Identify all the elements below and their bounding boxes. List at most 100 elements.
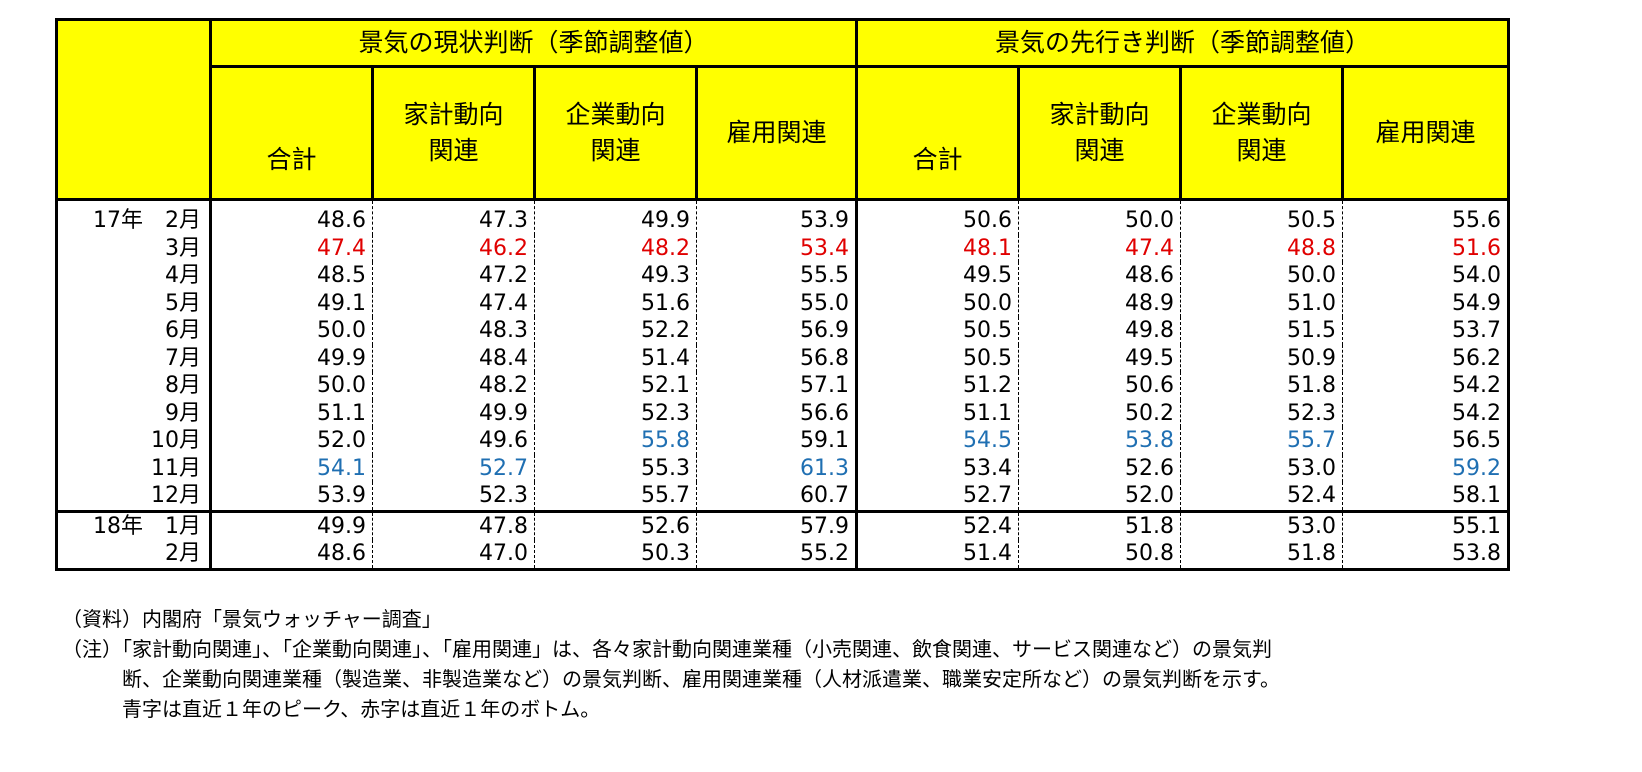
table-cell: 49.9 (534, 199, 697, 235)
table-cell: 55.8 (534, 427, 697, 455)
table-cell: 48.3 (372, 317, 535, 345)
table-cell: 53.9 (695, 199, 857, 235)
table-cell: 53.0 (1180, 509, 1343, 540)
table-cell: 48.4 (372, 344, 535, 372)
table-cell: 55.3 (534, 454, 697, 482)
table-row: 5月 49.1 47.4 51.6 55.0 50.0 48.9 51.0 54.9 (55, 289, 1511, 317)
table-cell: 53.7 (1342, 317, 1511, 345)
table-cell: 55.7 (534, 482, 697, 511)
table-cell: 49.9 (372, 399, 535, 427)
explanation-note-line3: 青字は直近１年のピーク、赤字は直近１年のボトム。 (122, 697, 601, 721)
table-cell: 50.0 (209, 372, 373, 400)
table-cell: 50.9 (1180, 344, 1343, 372)
table-cell: 52.6 (534, 509, 697, 540)
row-label: 9月 (55, 399, 211, 427)
notes: （資料）内閣府「景気ウォッチャー調査」 （注）「家計動向関連」、「企業動向関連」… (62, 604, 1522, 724)
table-cell: 55.7 (1180, 427, 1343, 455)
table-cell: 48.6 (1018, 262, 1181, 290)
table-cell: 56.5 (1342, 427, 1511, 455)
column-header-outlook-0: 合計 (855, 65, 1021, 201)
table-row: 4月 48.5 47.2 49.3 55.5 49.5 48.6 50.0 54.0 (55, 262, 1511, 290)
table-cell: 50.0 (209, 317, 373, 345)
table-cell: 47.4 (1018, 234, 1181, 262)
row-label: 4月 (55, 262, 211, 290)
table-row: 17年 2月 48.6 47.3 49.9 53.9 50.6 50.0 50.5 55.6 (55, 199, 1511, 235)
table-cell: 51.6 (1342, 234, 1511, 262)
table-cell: 51.1 (855, 399, 1019, 427)
table-cell: 51.4 (855, 540, 1019, 571)
table-cell: 54.2 (1342, 399, 1511, 427)
table-cell: 55.0 (695, 289, 857, 317)
table-cell: 55.5 (695, 262, 857, 290)
table-row: 12月 53.9 52.3 55.7 60.7 52.7 52.0 52.4 58.1 (55, 482, 1511, 511)
table-cell: 56.6 (695, 399, 857, 427)
table-cell: 51.1 (209, 399, 373, 427)
table-cell: 50.2 (1018, 399, 1181, 427)
table-cell: 50.8 (1018, 540, 1181, 571)
table-row: 9月 51.1 49.9 52.3 56.6 51.1 50.2 52.3 54.2 (55, 399, 1511, 427)
table-cell: 50.0 (1180, 262, 1343, 290)
column-header-current-0: 合計 (209, 65, 374, 201)
table-cell: 48.6 (209, 540, 373, 571)
column-header-current-1: 家計動向 関連 (371, 65, 536, 201)
table-cell: 59.2 (1342, 454, 1511, 482)
table-cell: 55.6 (1342, 199, 1511, 235)
table-cell: 56.9 (695, 317, 857, 345)
row-label: 2月 (55, 540, 211, 571)
row-label: 6月 (55, 317, 211, 345)
row-label: 11月 (55, 454, 211, 482)
row-label: 3月 (55, 234, 211, 262)
table-cell: 49.1 (209, 289, 373, 317)
table-cell: 48.5 (209, 262, 373, 290)
table-cell: 54.2 (1342, 372, 1511, 400)
table-cell: 50.0 (855, 289, 1019, 317)
table-cell: 53.0 (1180, 454, 1343, 482)
table-cell: 54.5 (855, 427, 1019, 455)
table-row: 10月 52.0 49.6 55.8 59.1 54.5 53.8 55.7 56.5 (55, 427, 1511, 455)
table-cell: 50.5 (855, 317, 1019, 345)
table-cell: 51.6 (534, 289, 697, 317)
table-cell: 48.1 (855, 234, 1019, 262)
table-cell: 52.4 (1180, 482, 1343, 511)
table-cell: 49.9 (209, 509, 373, 540)
economy-watchers-table: 景気の現状判断（季節調整値） 景気の先行き判断（季節調整値） 合計 家計動向 関連… (55, 18, 1511, 571)
table-cell: 47.2 (372, 262, 535, 290)
table-cell: 52.3 (1180, 399, 1343, 427)
table-container: 景気の現状判断（季節調整値） 景気の先行き判断（季節調整値） 合計 家計動向 関連… (55, 18, 1511, 571)
column-header-current-3: 雇用関連 (694, 65, 859, 201)
table-cell: 49.8 (1018, 317, 1181, 345)
table-cell: 52.3 (534, 399, 697, 427)
table-cell: 52.4 (855, 509, 1019, 540)
table-cell: 53.4 (695, 234, 857, 262)
table-cell: 47.8 (372, 509, 535, 540)
table-cell: 55.2 (695, 540, 857, 571)
table-cell: 49.9 (209, 344, 373, 372)
table-cell: 52.2 (534, 317, 697, 345)
table-cell: 50.3 (534, 540, 697, 571)
row-label: 7月 (55, 344, 211, 372)
table-cell: 48.9 (1018, 289, 1181, 317)
column-header-outlook-3: 雇用関連 (1341, 65, 1511, 201)
table-cell: 56.2 (1342, 344, 1511, 372)
table-cell: 53.9 (209, 482, 373, 511)
table-row: 18年 1月 49.9 47.8 52.6 57.9 52.4 51.8 53.0 55.1 (55, 509, 1511, 540)
table-cell: 49.6 (372, 427, 535, 455)
table-row: 3月 47.4 46.2 48.2 53.4 48.1 47.4 48.8 51.6 (55, 234, 1511, 262)
row-label: 5月 (55, 289, 211, 317)
table-cell: 46.2 (372, 234, 535, 262)
table-cell: 50.6 (1018, 372, 1181, 400)
table-cell: 53.4 (855, 454, 1019, 482)
table-cell: 50.6 (855, 199, 1019, 235)
table-cell: 60.7 (695, 482, 857, 511)
row-label: 18年 1月 (55, 509, 211, 540)
row-label: 12月 (55, 482, 211, 511)
table-cell: 47.4 (209, 234, 373, 262)
header-corner (55, 18, 212, 201)
table-cell: 47.4 (372, 289, 535, 317)
table-cell: 52.6 (1018, 454, 1181, 482)
table-cell: 53.8 (1018, 427, 1181, 455)
table-row: 8月 50.0 48.2 52.1 57.1 51.2 50.6 51.8 54.2 (55, 372, 1511, 400)
table-cell: 51.2 (855, 372, 1019, 400)
table-cell: 57.1 (695, 372, 857, 400)
table-cell: 54.9 (1342, 289, 1511, 317)
